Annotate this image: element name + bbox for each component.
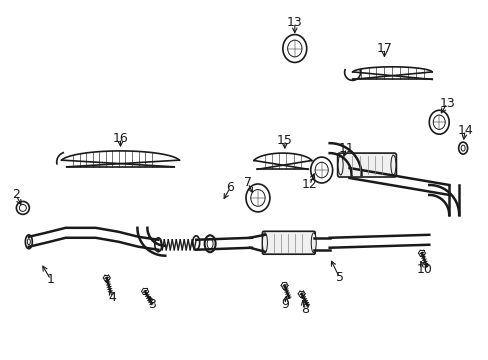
- Text: 13: 13: [438, 97, 454, 110]
- Ellipse shape: [337, 155, 343, 175]
- Text: 9: 9: [280, 298, 288, 311]
- Text: 16: 16: [112, 132, 128, 145]
- Text: 13: 13: [286, 16, 302, 29]
- Text: 3: 3: [148, 298, 156, 311]
- Text: 15: 15: [276, 134, 292, 147]
- Ellipse shape: [204, 235, 215, 252]
- Ellipse shape: [310, 233, 316, 253]
- Ellipse shape: [17, 201, 29, 214]
- Text: 8: 8: [300, 303, 308, 316]
- Text: 7: 7: [244, 176, 251, 189]
- Text: 1: 1: [47, 273, 55, 286]
- Text: 17: 17: [376, 42, 391, 55]
- Text: 11: 11: [338, 141, 354, 155]
- Text: 14: 14: [456, 124, 472, 137]
- Text: 5: 5: [335, 271, 343, 284]
- FancyBboxPatch shape: [337, 153, 396, 177]
- Text: 6: 6: [225, 181, 234, 194]
- FancyBboxPatch shape: [262, 231, 315, 254]
- Ellipse shape: [155, 238, 162, 252]
- Ellipse shape: [192, 236, 199, 250]
- Ellipse shape: [458, 142, 467, 154]
- Text: 4: 4: [108, 291, 116, 304]
- Text: 12: 12: [301, 179, 317, 192]
- Text: 2: 2: [12, 188, 20, 202]
- Ellipse shape: [262, 233, 267, 253]
- Ellipse shape: [25, 235, 32, 249]
- Text: 10: 10: [415, 263, 431, 276]
- Ellipse shape: [390, 155, 395, 175]
